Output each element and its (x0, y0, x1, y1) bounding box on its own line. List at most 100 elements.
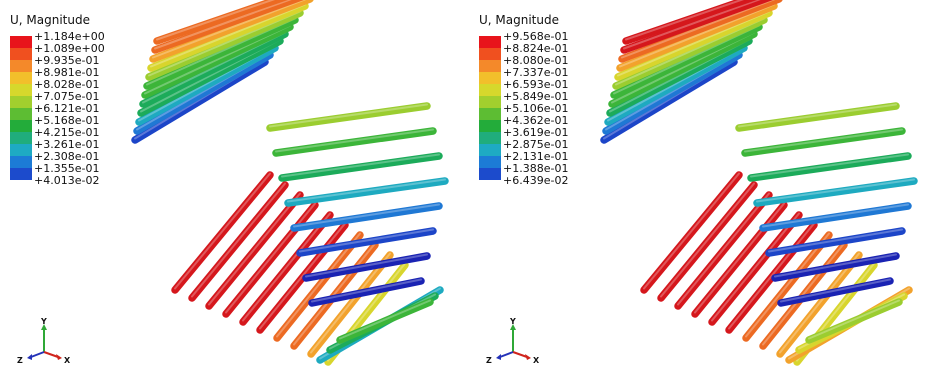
rod-element (618, 0, 783, 63)
legend-swatch (479, 120, 501, 132)
rod-element (266, 102, 431, 132)
rod-element (765, 227, 906, 257)
rod-element (674, 191, 773, 310)
legend-value: +6.121e-01 (34, 102, 100, 115)
rod-element (336, 298, 434, 344)
triad-z-label: Z (17, 356, 23, 365)
legend-value: +5.106e-01 (503, 102, 569, 115)
rod-element (753, 177, 918, 207)
rod-element (759, 202, 912, 232)
legend-swatch (10, 96, 32, 108)
legend-swatch (479, 132, 501, 144)
legend-value: +6.439e-02 (503, 174, 569, 187)
legend-swatch (10, 132, 32, 144)
triad-x-label: X (64, 356, 71, 365)
legend-value: +3.261e-01 (34, 138, 100, 151)
legend-swatch (10, 48, 32, 60)
rod-element (741, 127, 906, 157)
legend-value: +1.388e-01 (503, 162, 569, 175)
legend-value: +7.075e-01 (34, 90, 100, 103)
triad-z-label: Z (486, 356, 492, 365)
legend-value: +2.875e-01 (503, 138, 569, 151)
legend-swatch (10, 72, 32, 84)
rod-element (747, 152, 912, 182)
legend-title-left: U, Magnitude (10, 13, 90, 27)
legend-swatch (479, 108, 501, 120)
legend-value: +2.308e-01 (34, 150, 100, 163)
rod-element (302, 252, 431, 282)
rod-element (222, 201, 319, 318)
triad-x-label: X (533, 356, 540, 365)
legend-value: +6.593e-01 (503, 78, 569, 91)
legend-swatch (10, 144, 32, 156)
legend-value: +4.362e-01 (503, 114, 569, 127)
rod-element (284, 177, 449, 207)
legend-value: +8.080e-01 (503, 54, 569, 67)
rod-element (290, 202, 443, 232)
legend-value: +1.355e-01 (34, 162, 100, 175)
rod-mesh-left (131, 0, 449, 366)
rod-element (296, 227, 437, 257)
rod-element (742, 231, 833, 342)
rod-element (147, 2, 309, 72)
legend-swatch (10, 108, 32, 120)
rod-element (735, 102, 900, 132)
legend-swatch (10, 156, 32, 168)
legend-swatch (10, 168, 32, 180)
rod-element (151, 0, 304, 54)
legend-swatch (10, 84, 32, 96)
legend-swatch (479, 144, 501, 156)
legend-value: +9.568e-01 (503, 30, 569, 43)
legend-swatch (479, 72, 501, 84)
rod-element (616, 2, 778, 72)
rod-element (657, 181, 758, 302)
legend-swatch (479, 48, 501, 60)
legend-swatch (10, 36, 32, 48)
rod-element (776, 251, 863, 358)
legend-value: +4.215e-01 (34, 126, 100, 139)
legend-value: +5.168e-01 (34, 114, 100, 127)
contour-plot-left: U, Magnitude +1.184e+00 +1.089e+00 +9.935e… (10, 0, 449, 366)
contour-plot-right: U, Magnitude +9.568e-01 +8.824e-01 +8.080e… (469, 0, 938, 373)
rod-element (691, 201, 788, 318)
rod-element (777, 277, 894, 307)
legend-title-right: U, Magnitude (479, 13, 559, 27)
legend-value: +5.849e-01 (503, 90, 569, 103)
legend-swatch (10, 60, 32, 72)
rod-element (620, 0, 773, 54)
rod-mesh-right (600, 0, 918, 366)
legend-value: +9.935e-01 (34, 54, 100, 67)
legend-value: +8.028e-01 (34, 78, 100, 91)
legend-swatch (10, 120, 32, 132)
legend-swatch (479, 60, 501, 72)
rod-element (278, 152, 443, 182)
rod-element (640, 171, 743, 294)
legend-value: +8.824e-01 (503, 42, 569, 55)
rod-element (149, 0, 314, 63)
rod-element (188, 181, 289, 302)
legend-value: +3.619e-01 (503, 126, 569, 139)
legend-value: +7.337e-01 (503, 66, 569, 79)
legend-value: +1.184e+00 (34, 30, 105, 43)
rod-element (622, 0, 757, 45)
rod-element (307, 251, 394, 358)
legend-value: +1.089e+00 (34, 42, 105, 55)
rod-element (771, 252, 900, 282)
rod-element (272, 127, 437, 157)
rod-element (239, 211, 334, 326)
legend-value: +8.981e-01 (34, 66, 100, 79)
legend-value: +4.013e-02 (34, 174, 100, 187)
triad-y-label: Y (40, 318, 47, 326)
rod-element (153, 0, 288, 45)
rod-element (708, 211, 803, 326)
axis-triad-left: Y X Z (17, 318, 71, 365)
rod-element (205, 191, 304, 310)
legend-swatch (479, 168, 501, 180)
legend-value: +2.131e-01 (503, 150, 569, 163)
legend-swatch (479, 84, 501, 96)
rod-element (171, 171, 274, 294)
legend-swatch (479, 96, 501, 108)
rod-element (273, 231, 364, 342)
legend-swatch (479, 36, 501, 48)
triad-y-label: Y (509, 318, 516, 326)
